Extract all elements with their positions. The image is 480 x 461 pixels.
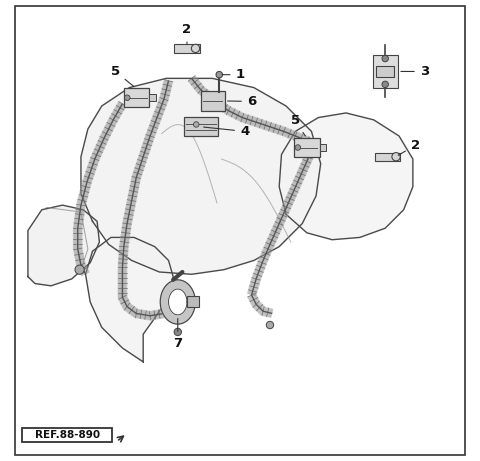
Circle shape [392, 153, 400, 161]
Text: 3: 3 [401, 65, 429, 78]
Circle shape [75, 265, 84, 274]
Circle shape [193, 122, 199, 127]
Polygon shape [85, 237, 173, 362]
Bar [187, 296, 199, 307]
Bar [23, 428, 112, 442]
Circle shape [295, 145, 300, 150]
Circle shape [174, 328, 181, 336]
Bar [183, 117, 218, 136]
Bar [376, 66, 395, 77]
Circle shape [266, 321, 274, 329]
Bar [375, 153, 400, 161]
Text: 5: 5 [111, 65, 134, 87]
Polygon shape [279, 113, 413, 240]
Polygon shape [160, 280, 195, 324]
Text: 7: 7 [173, 319, 182, 350]
Text: 2: 2 [398, 139, 420, 155]
Circle shape [192, 44, 200, 53]
Text: REF.88-890: REF.88-890 [35, 430, 100, 440]
Polygon shape [81, 78, 321, 274]
Text: 6: 6 [228, 95, 256, 108]
Text: 4: 4 [204, 125, 249, 138]
Bar [373, 55, 398, 88]
Circle shape [216, 71, 223, 78]
Bar [123, 88, 149, 107]
Circle shape [382, 81, 388, 88]
Circle shape [124, 95, 130, 100]
Bar [149, 94, 156, 101]
Bar [320, 144, 326, 151]
Text: 2: 2 [182, 24, 192, 44]
Text: 5: 5 [291, 114, 305, 136]
Circle shape [382, 55, 388, 62]
Polygon shape [28, 205, 99, 286]
Bar [201, 91, 225, 111]
Bar [294, 138, 320, 157]
Text: 1: 1 [222, 68, 245, 81]
Bar [174, 44, 200, 53]
Polygon shape [168, 289, 187, 315]
